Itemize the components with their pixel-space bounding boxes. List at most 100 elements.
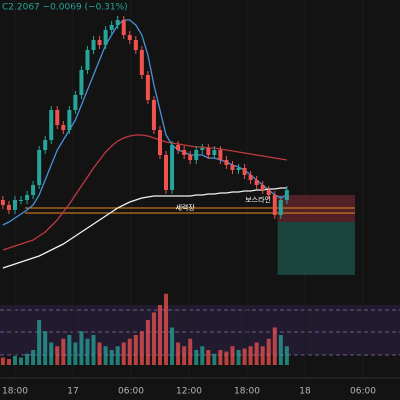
volume-bar: [37, 320, 42, 365]
volume-bar: [91, 335, 96, 365]
volume-bar: [139, 331, 144, 365]
candle-body: [103, 30, 108, 45]
x-tick-label: 17: [67, 387, 78, 397]
volume-bar: [73, 342, 78, 365]
candle-body: [19, 200, 24, 201]
candle-body: [284, 190, 289, 200]
volume-bar: [236, 350, 241, 365]
candle-body: [12, 200, 17, 210]
volume-bar: [115, 346, 120, 365]
candle-body: [272, 195, 277, 215]
candle-body: [151, 100, 156, 130]
candle-body: [200, 148, 205, 150]
oscillator-band: [0, 305, 400, 355]
volume-bar: [194, 350, 199, 365]
volume-bar: [127, 338, 132, 365]
volume-bar: [200, 346, 205, 365]
volume-bar: [230, 346, 235, 365]
volume-bar: [242, 348, 247, 365]
ma-line: [2, 134, 287, 251]
candle-body: [6, 205, 11, 210]
candle-body: [43, 140, 48, 150]
candle-body: [248, 175, 253, 180]
volume-bar: [157, 305, 162, 365]
volume-bar: [133, 335, 138, 365]
volume-bar: [67, 335, 72, 365]
volume-bar: [224, 351, 229, 365]
candle-body: [170, 145, 175, 190]
candle-body: [230, 165, 235, 170]
x-tick-label: 06:00: [350, 387, 376, 397]
volume-bar: [43, 331, 48, 365]
candle-body: [121, 20, 126, 35]
volume-bar: [25, 353, 30, 365]
volume-bar: [31, 350, 36, 365]
candle-body: [55, 110, 60, 125]
candle-body: [133, 40, 138, 50]
volume-bar: [55, 346, 60, 365]
volume-bar: [85, 338, 90, 365]
ma-line: [2, 187, 287, 269]
candle-body: [194, 150, 199, 160]
volume-bar: [182, 346, 187, 365]
volume-bar: [272, 327, 277, 365]
candle-body: [61, 125, 66, 130]
volume-bar: [284, 346, 289, 365]
annotation-label: 보스라인: [245, 195, 271, 204]
candle-body: [260, 185, 265, 190]
target-zone: [277, 222, 355, 275]
volume-bar: [170, 327, 175, 365]
x-tick-label: 12:00: [176, 387, 202, 397]
candle-body: [49, 110, 54, 140]
candle-body: [206, 148, 211, 155]
x-tick-label: 18:00: [234, 387, 260, 397]
volume-bar: [19, 357, 24, 365]
annotation-label: 세력장: [175, 203, 195, 212]
candle-body: [145, 75, 150, 100]
volume-bar: [103, 346, 108, 365]
candle-body: [224, 160, 229, 165]
candle-body: [188, 155, 193, 160]
candle-body: [31, 185, 36, 195]
volume-bar: [248, 346, 253, 365]
volume-bar: [188, 338, 193, 365]
candle-body: [25, 195, 30, 200]
candle-body: [266, 190, 271, 195]
candle-body: [73, 95, 78, 110]
candle-body: [91, 40, 96, 50]
candle-body: [212, 150, 217, 155]
candle-body: [254, 180, 259, 185]
candle-body: [115, 20, 120, 25]
candle-body: [176, 145, 181, 150]
x-tick-label: 06:00: [118, 387, 144, 397]
candle-body: [236, 168, 241, 170]
volume-bar: [206, 350, 211, 365]
volume-bar: [176, 342, 181, 365]
candle-body: [218, 150, 223, 160]
volume-bar: [61, 338, 66, 365]
volume-bar: [97, 342, 102, 365]
candle-body: [127, 35, 132, 40]
volume-bar: [6, 359, 11, 365]
x-tick-label: 18:00: [2, 387, 28, 397]
candle-body: [139, 50, 144, 75]
candle-body: [164, 155, 169, 190]
volume-bar: [109, 350, 114, 365]
volume-bar: [12, 356, 17, 365]
volume-bar: [151, 312, 156, 365]
x-tick-label: 18: [299, 387, 311, 397]
candle-body: [37, 150, 42, 185]
candle-body: [67, 110, 72, 130]
ma-line: [2, 19, 288, 226]
candle-body: [157, 130, 162, 155]
volume-bar: [145, 320, 150, 365]
volume-bar: [212, 353, 217, 365]
candle-body: [97, 40, 102, 45]
candle-body: [79, 70, 84, 95]
volume-bar: [260, 346, 265, 365]
candle-body: [85, 50, 90, 70]
volume-bar: [164, 293, 169, 365]
volume-bar: [278, 335, 283, 365]
